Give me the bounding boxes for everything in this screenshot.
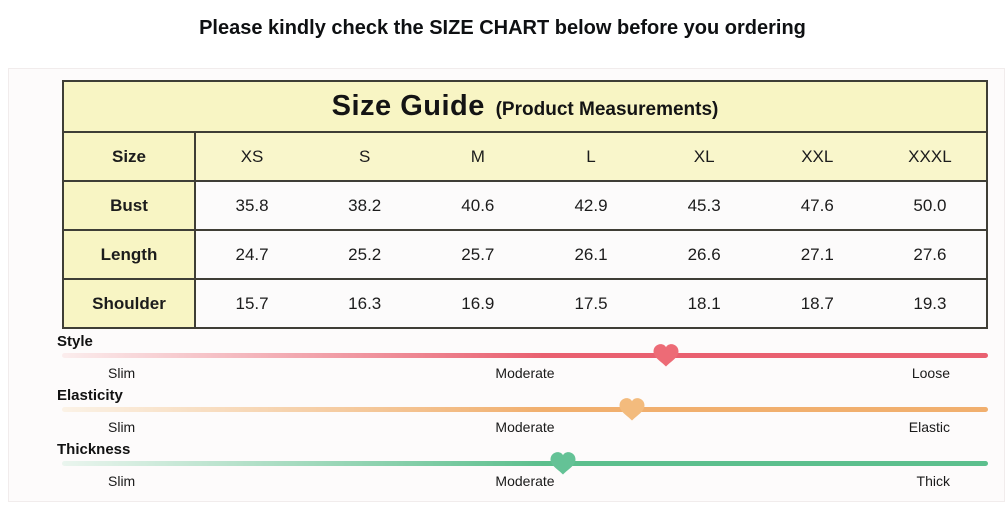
slider-thickness-track bbox=[62, 461, 988, 466]
value-cell: 18.1 bbox=[647, 278, 761, 328]
value-cell: 40.6 bbox=[421, 180, 535, 230]
value-cell: 50.0 bbox=[873, 180, 987, 230]
size-header-row: Size XS S M L XL XXL XXXL bbox=[63, 131, 987, 181]
value-cell: 19.3 bbox=[873, 278, 987, 328]
value-cell: 42.9 bbox=[534, 180, 648, 230]
value-cell: 24.7 bbox=[195, 229, 309, 279]
size-cell: XS bbox=[195, 131, 309, 181]
value-cell: 26.1 bbox=[534, 229, 648, 279]
value-cell: 18.7 bbox=[760, 278, 874, 328]
value-cell: 16.9 bbox=[421, 278, 535, 328]
slider-thickness-mid-label: Moderate bbox=[495, 473, 555, 489]
slider-style-right-label: Loose bbox=[911, 365, 950, 381]
slider-elasticity-mid-label: Moderate bbox=[495, 419, 555, 435]
value-cell: 16.3 bbox=[308, 278, 422, 328]
value-cell: 47.6 bbox=[760, 180, 874, 230]
size-table: Size Guide (Product Measurements) Size X… bbox=[62, 80, 988, 329]
size-cell: S bbox=[308, 131, 422, 181]
value-cell: 27.6 bbox=[873, 229, 987, 279]
value-cell: 38.2 bbox=[308, 180, 422, 230]
value-cell: 15.7 bbox=[195, 278, 309, 328]
value-cell: 27.1 bbox=[760, 229, 874, 279]
row-label-size: Size bbox=[63, 131, 196, 181]
row-label-shoulder: Shoulder bbox=[63, 278, 196, 328]
heart-marker-icon bbox=[550, 452, 576, 475]
size-cell: XXL bbox=[760, 131, 874, 181]
slider-thickness-left-label: Slim bbox=[108, 473, 136, 489]
heart-marker-icon bbox=[619, 398, 645, 421]
table-title: Size Guide bbox=[331, 90, 485, 122]
row-label-bust: Bust bbox=[63, 180, 196, 230]
slider-elasticity-track bbox=[62, 407, 988, 412]
value-cell: 25.7 bbox=[421, 229, 535, 279]
size-cell: XXXL bbox=[873, 131, 987, 181]
slider-elasticity: Elasticity Slim Moderate Elastic bbox=[57, 388, 988, 435]
size-cell: XL bbox=[647, 131, 761, 181]
size-cell: M bbox=[421, 131, 535, 181]
value-cell: 45.3 bbox=[647, 180, 761, 230]
slider-thickness-right-label: Thick bbox=[916, 473, 950, 489]
value-cell: 25.2 bbox=[308, 229, 422, 279]
table-row-length: Length 24.7 25.2 25.7 26.1 26.6 27.1 27.… bbox=[63, 229, 987, 279]
attribute-sliders: Style Slim Moderate Loose Elasticity bbox=[57, 334, 988, 489]
slider-style-label: Style bbox=[57, 333, 93, 350]
slider-thickness-label: Thickness bbox=[57, 441, 131, 458]
slider-thickness: Thickness Slim Moderate Thick bbox=[57, 442, 988, 489]
value-cell: 35.8 bbox=[195, 180, 309, 230]
page-title: Please kindly check the SIZE CHART below… bbox=[199, 17, 806, 39]
slider-style-mid-label: Moderate bbox=[495, 365, 555, 381]
size-cell: L bbox=[534, 131, 648, 181]
table-subtitle: (Product Measurements) bbox=[495, 99, 719, 120]
slider-style-track bbox=[62, 353, 988, 358]
slider-style-left-label: Slim bbox=[108, 365, 136, 381]
table-row-bust: Bust 35.8 38.2 40.6 42.9 45.3 47.6 50.0 bbox=[63, 180, 987, 230]
table-row-shoulder: Shoulder 15.7 16.3 16.9 17.5 18.1 18.7 1… bbox=[63, 278, 987, 328]
slider-style: Style Slim Moderate Loose bbox=[57, 334, 988, 381]
slider-elasticity-left-label: Slim bbox=[108, 419, 136, 435]
heart-marker-icon bbox=[653, 344, 679, 367]
row-label-length: Length bbox=[63, 229, 196, 279]
value-cell: 26.6 bbox=[647, 229, 761, 279]
content-panel: Size Guide (Product Measurements) Size X… bbox=[8, 68, 1005, 502]
slider-elasticity-label: Elasticity bbox=[57, 387, 123, 404]
slider-elasticity-right-label: Elastic bbox=[908, 419, 950, 435]
table-title-row: Size Guide (Product Measurements) bbox=[63, 81, 987, 132]
value-cell: 17.5 bbox=[534, 278, 648, 328]
